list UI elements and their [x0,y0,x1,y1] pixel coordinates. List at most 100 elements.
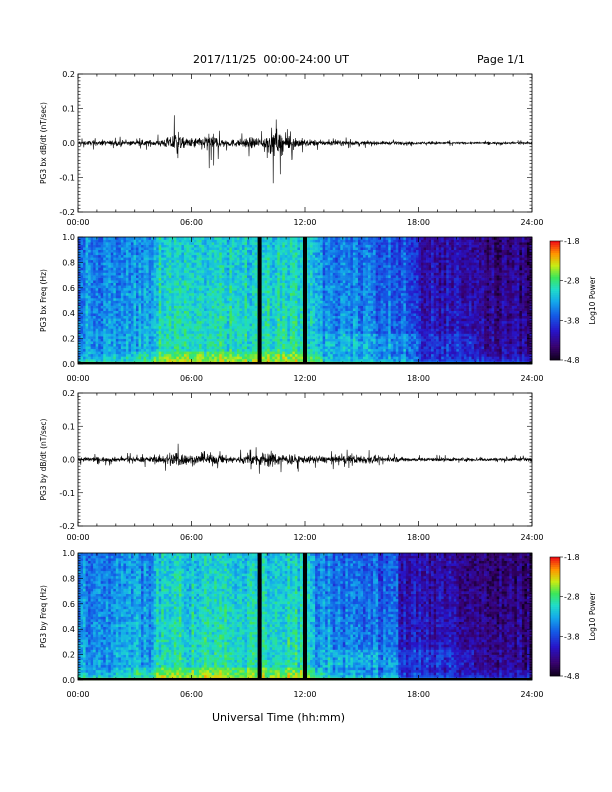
heat-cell [226,348,230,352]
heat-cell [181,280,185,284]
heat-cell [80,280,84,284]
heat-cell [153,275,157,278]
heat-cell [113,249,117,253]
heat-cell [136,320,139,324]
heat-cell [120,295,124,299]
heat-cell [161,252,165,256]
heat-cell [161,358,165,362]
heat-cell [98,348,101,352]
heat-cell [115,303,119,306]
heat-cell [204,272,207,276]
heat-cell [201,297,205,301]
heat-cell [90,325,94,329]
heat-cell [299,343,303,347]
heat-cell [312,295,316,299]
heat-cell [277,254,281,258]
heat-cell [252,254,255,258]
heat-cell [297,310,301,314]
heat-cell [282,343,286,347]
heat-cell [98,323,101,327]
heat-cell [93,351,96,355]
heat-cell [231,264,235,268]
heat-cell [166,264,170,268]
heat-cell [287,356,291,360]
heat-cell [209,328,212,332]
heat-cell [279,239,283,243]
heat-cell [161,297,165,301]
heat-cell [166,254,170,258]
heat-cell [105,247,109,250]
heat-cell [141,330,144,334]
heat-cell [244,330,248,334]
heat-cell [226,242,230,245]
heat-cell [299,259,303,263]
heat-cell [299,323,303,327]
heat-cell [194,267,197,271]
heat-cell [191,303,195,306]
heat-cell [143,323,147,327]
heat-cell [219,328,223,332]
heat-cell [171,300,175,304]
heat-cell [310,297,313,301]
heat-cell [262,244,265,248]
heat-cell [216,285,220,289]
heat-cell [188,351,192,355]
heat-cell [105,346,109,350]
heat-cell [221,257,225,261]
heat-cell [110,346,114,350]
heat-cell [196,351,200,355]
heat-cell [254,328,258,332]
heat-cell [171,303,175,306]
heat-cell [236,300,240,304]
heat-cell [224,242,228,245]
heat-cell [310,318,313,322]
heat-cell [310,323,313,327]
heat-cell [315,285,318,289]
heat-cell [249,346,253,350]
heat-cell [148,358,152,362]
heat-cell [141,270,144,273]
heat-cell [229,285,233,289]
heat-cell [171,249,175,253]
heat-cell [103,267,107,271]
heat-cell [93,333,96,337]
heat-cell [224,272,228,276]
heat-cell [244,264,248,268]
heat-cell [277,346,281,350]
heat-cell [171,292,175,296]
heat-cell [176,310,180,314]
heat-cell [219,325,223,329]
heat-cell [136,325,139,329]
heat-cell [153,249,157,253]
heat-cell [115,341,119,344]
heat-cell [201,351,205,355]
heat-cell [143,237,147,240]
heat-cell [284,351,288,355]
heat-cell [234,297,238,301]
heat-cell [178,303,182,306]
heat-cell [138,353,142,357]
heat-cell [80,272,84,276]
heat-cell [221,247,225,250]
heat-cell [249,338,253,342]
heat-cell [201,262,205,266]
heat-cell [231,348,235,352]
heat-cell [166,323,170,327]
heat-cell [138,272,142,276]
heat-cell [118,272,122,276]
heat-cell [196,336,200,339]
heat-cell [128,290,132,294]
heat-cell [294,351,298,355]
heat-cell [269,249,273,253]
heat-cell [221,330,225,334]
heat-cell [206,348,210,352]
heat-cell [214,308,218,311]
heat-cell [317,252,321,256]
heat-cell [317,315,321,319]
heat-cell [289,295,293,299]
heat-cell [277,285,281,289]
heat-cell [183,277,187,281]
heat-cell [219,318,223,322]
heat-cell [277,267,281,271]
heat-cell [183,295,187,299]
